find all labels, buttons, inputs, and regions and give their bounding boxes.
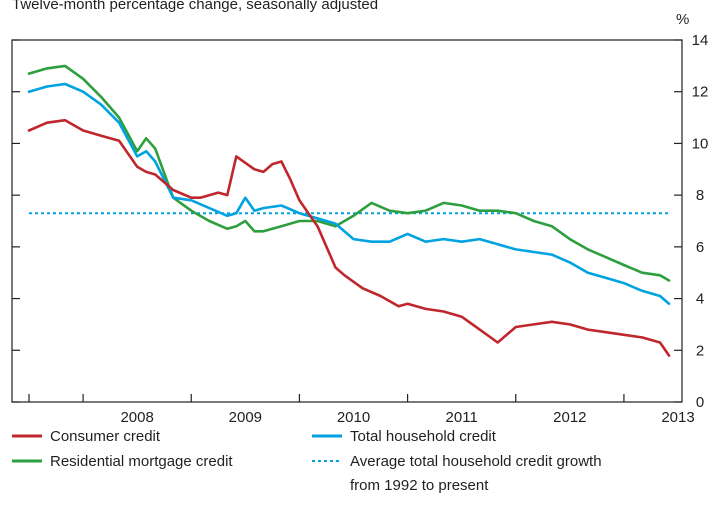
legend: Consumer credit Total household credit Res… — [12, 428, 602, 494]
legend-item-consumer-credit: Consumer credit — [12, 428, 161, 445]
x-axis: 2008 2009 2010 2011 2012 2013 — [28, 394, 695, 426]
y-tick-label: 2 — [696, 342, 704, 359]
chart-subtitle: Twelve-month percentage change, seasonal… — [12, 0, 378, 13]
series-layer — [27, 64, 671, 357]
legend-label: Residential mortgage credit — [50, 453, 233, 470]
legend-item-average-total-household-credit-growth-from-1992-to-present: Average total household credit growth fro… — [312, 453, 602, 494]
series-line-total-household-credit — [27, 82, 671, 306]
y-tick-label: 8 — [696, 187, 704, 204]
x-tick-label: 2010 — [337, 409, 370, 426]
y-tick-label: 12 — [692, 84, 709, 101]
plot-frame — [11, 39, 683, 403]
y-tick-label: 14 — [692, 32, 709, 49]
y-tick-label: 6 — [696, 239, 704, 256]
legend-label: Consumer credit — [50, 428, 161, 445]
x-tick-label: 2008 — [120, 409, 153, 426]
x-tick-label: 2009 — [229, 409, 262, 426]
y-unit-label: % — [676, 11, 689, 28]
y-tick-label: 0 — [696, 394, 704, 411]
x-tick-label: 2012 — [553, 409, 586, 426]
series-line-residential-mortgage-credit — [27, 64, 671, 282]
y-tick-label: 4 — [696, 291, 704, 308]
legend-item-total-household-credit: Total household credit — [312, 428, 497, 445]
series-line-consumer-credit — [27, 118, 671, 357]
y-axis: 0 2 4 6 8 10 12 14 — [12, 32, 708, 411]
legend-item-residential-mortgage-credit: Residential mortgage credit — [12, 453, 233, 470]
plot-border — [11, 39, 683, 403]
y-tick-label: 10 — [692, 135, 709, 152]
legend-label: Average total household credit growth fro… — [350, 453, 602, 494]
legend-label: Total household credit — [350, 428, 497, 445]
x-tick-label: 2011 — [446, 409, 478, 426]
x-tick-label: 2013 — [661, 409, 694, 426]
